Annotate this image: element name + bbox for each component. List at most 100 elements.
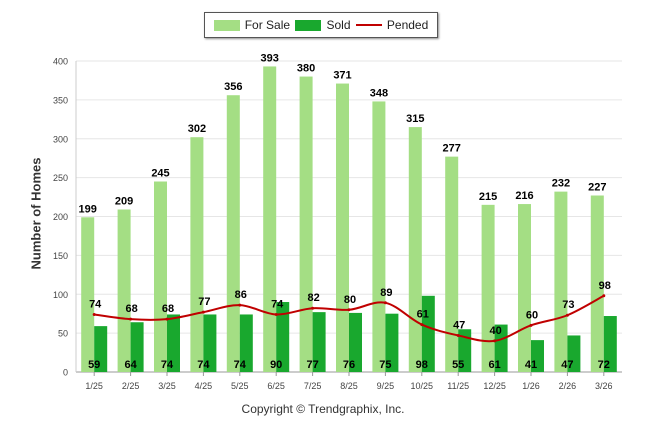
pended-point — [456, 333, 460, 337]
sold-data-label: 72 — [598, 359, 610, 371]
for-sale-bar — [518, 204, 531, 372]
sold-bar — [385, 313, 399, 372]
legend-item-pended[interactable]: Pended — [355, 18, 429, 32]
sold-bar — [531, 340, 544, 372]
for-sale-data-label: 245 — [151, 168, 169, 180]
sold-bar — [458, 329, 472, 372]
for-sale-bar — [590, 195, 604, 372]
legend: For Sale Sold Pended — [204, 12, 438, 38]
sold-data-label: 61 — [488, 359, 500, 371]
for-sale-bar — [336, 83, 349, 373]
sold-data-label: 64 — [124, 359, 137, 371]
sold-bar — [239, 314, 253, 372]
for-sale-bar — [299, 76, 313, 373]
legend-swatch-sold — [295, 19, 322, 31]
sold-data-label: 77 — [306, 359, 318, 371]
pended-point — [602, 294, 606, 298]
for-sale-bar — [81, 217, 95, 372]
for-sale-data-label: 393 — [261, 52, 279, 64]
pended-point — [201, 310, 205, 314]
sold-data-label: 59 — [88, 359, 100, 371]
x-tick-label: 1/25 — [85, 381, 103, 391]
x-tick-label: 10/25 — [411, 381, 434, 391]
pended-data-label: 77 — [198, 296, 210, 308]
sold-data-label: 76 — [343, 359, 355, 371]
pended-data-label: 68 — [162, 303, 174, 315]
sold-data-label: 55 — [452, 359, 464, 371]
for-sale-data-label: 302 — [188, 123, 206, 135]
for-sale-bar — [445, 156, 459, 372]
legend-swatch-pended — [355, 24, 382, 26]
x-tick-label: 1/26 — [522, 381, 540, 391]
for-sale-data-label: 232 — [552, 178, 570, 190]
pended-data-label: 60 — [526, 309, 538, 321]
copyright-text: Copyright © Trendgraphix, Inc. — [241, 402, 405, 416]
pended-data-label: 73 — [562, 299, 574, 311]
pended-point — [165, 317, 169, 321]
for-sale-data-label: 227 — [588, 182, 606, 194]
for-sale-data-label: 315 — [406, 113, 424, 125]
pended-data-label: 68 — [125, 303, 137, 315]
for-sale-data-label: 199 — [79, 203, 97, 215]
x-tick-label: 12/25 — [483, 381, 506, 391]
for-sale-data-label: 209 — [115, 196, 133, 208]
pended-point — [493, 339, 497, 343]
pended-point — [129, 317, 133, 321]
y-tick-label: 250 — [53, 173, 68, 183]
pended-point — [565, 313, 569, 317]
pended-point — [529, 323, 533, 327]
x-tick-label: 8/25 — [340, 381, 358, 391]
sold-bar — [603, 316, 617, 372]
for-sale-data-label: 216 — [515, 190, 533, 202]
pended-data-label: 82 — [307, 292, 319, 304]
sold-data-label: 47 — [561, 359, 573, 371]
sold-data-label: 98 — [416, 359, 428, 371]
x-tick-label: 2/26 — [559, 381, 577, 391]
x-tick-label: 5/25 — [231, 381, 249, 391]
for-sale-data-label: 348 — [370, 87, 388, 99]
sold-data-label: 41 — [525, 359, 537, 371]
for-sale-bar — [408, 127, 422, 373]
x-tick-label: 7/25 — [304, 381, 322, 391]
for-sale-bar — [481, 204, 495, 372]
sold-bar — [276, 302, 290, 372]
legend-label-sold: Sold — [326, 18, 351, 32]
pended-data-label: 47 — [453, 319, 465, 331]
sold-bar — [567, 335, 581, 372]
sold-bar — [349, 312, 362, 372]
sold-data-label: 74 — [234, 359, 247, 371]
pended-data-label: 40 — [489, 325, 501, 337]
pended-data-label: 74 — [271, 298, 284, 310]
pended-point — [420, 323, 424, 327]
for-sale-data-label: 371 — [333, 70, 351, 82]
pended-point — [92, 312, 96, 316]
legend-label-for-sale: For Sale — [244, 18, 291, 32]
y-tick-label: 150 — [53, 251, 68, 261]
sold-bar — [312, 312, 326, 372]
sold-data-label: 74 — [197, 359, 210, 371]
x-tick-label: 3/25 — [158, 381, 176, 391]
x-tick-label: 2/25 — [122, 381, 140, 391]
x-tick-label: 11/25 — [447, 381, 469, 391]
sold-data-label: 74 — [161, 359, 174, 371]
pended-data-label: 89 — [380, 287, 392, 299]
for-sale-bar — [190, 137, 204, 372]
y-tick-label: 350 — [53, 95, 68, 105]
legend-label-pended: Pended — [386, 18, 429, 32]
pended-data-label: 80 — [344, 294, 356, 306]
y-axis-title: Number of Homes — [28, 157, 44, 270]
for-sale-bar — [117, 209, 131, 372]
legend-item-sold[interactable]: Sold — [295, 18, 351, 32]
sold-data-label: 90 — [270, 359, 282, 371]
for-sale-bar — [154, 181, 167, 372]
pended-point — [383, 301, 387, 305]
sold-bar — [167, 314, 180, 372]
sold-bar — [203, 314, 217, 372]
for-sale-data-label: 380 — [297, 63, 315, 75]
for-sale-data-label: 215 — [479, 191, 497, 203]
legend-item-for-sale[interactable]: For Sale — [213, 18, 291, 32]
x-tick-label: 3/26 — [595, 381, 613, 391]
pended-point — [347, 308, 351, 312]
pended-data-label: 74 — [89, 298, 102, 310]
